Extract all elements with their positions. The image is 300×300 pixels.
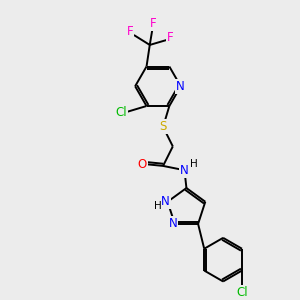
Text: Cl: Cl: [116, 106, 127, 119]
Text: N: N: [180, 164, 189, 177]
Text: N: N: [176, 80, 185, 93]
Text: N: N: [161, 195, 170, 208]
Text: F: F: [127, 25, 133, 38]
Text: F: F: [149, 16, 156, 30]
Text: S: S: [159, 120, 167, 134]
Text: O: O: [138, 158, 147, 171]
Text: H: H: [154, 201, 161, 211]
Text: H: H: [190, 159, 198, 169]
Text: F: F: [167, 31, 174, 44]
Text: Cl: Cl: [236, 286, 248, 299]
Text: N: N: [168, 218, 177, 230]
